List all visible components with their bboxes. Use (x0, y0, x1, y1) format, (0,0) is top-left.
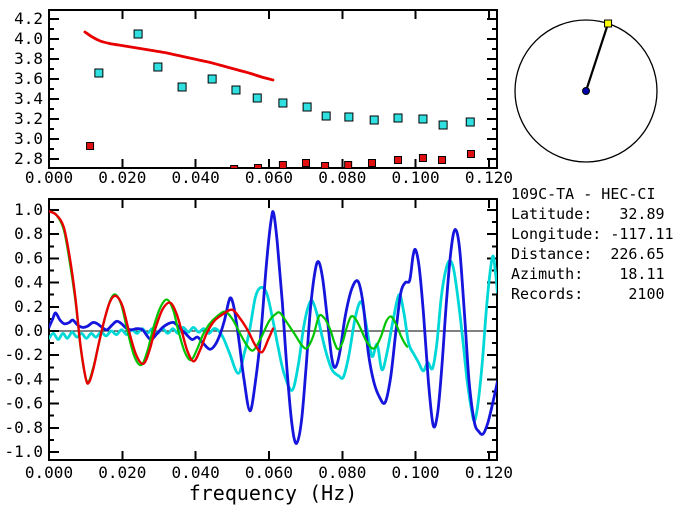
dispersion-cyan-squares-marker (369, 115, 379, 125)
x-tick-label: 0.060 (245, 463, 293, 482)
dial-center-dot (582, 87, 590, 95)
dispersion-red-squares-marker (321, 162, 330, 168)
y-tick-label: 4.2 (14, 9, 43, 28)
station-distance: Distance: 226.65 (511, 245, 665, 263)
y-tick-label: 0.4 (14, 273, 43, 292)
panel-border-1 (48, 198, 498, 461)
y-tick-label: 0.2 (14, 297, 43, 316)
x-tick-label: 0.080 (318, 168, 366, 187)
x-tick-label: 0.040 (172, 168, 220, 187)
dispersion-cyan-squares-marker (153, 62, 163, 72)
dispersion-red-squares-marker (253, 164, 262, 168)
dispersion-cyan-squares-marker (393, 113, 403, 123)
y-tick-label: 0.6 (14, 248, 43, 267)
dispersion-cyan-squares-marker (177, 82, 187, 92)
station-pair-title: 109C-TA - HEC-CI (511, 185, 656, 203)
dispersion-cyan-squares-marker (418, 114, 428, 124)
dispersion-cyan-squares-marker (278, 98, 288, 108)
y-tick-label: -0.6 (4, 394, 43, 413)
dispersion-red-squares-marker (278, 161, 287, 168)
x-axis-title: frequency (Hz) (188, 481, 358, 505)
station-longitude: Longitude: -117.11 (511, 225, 674, 243)
dispersion-cyan-squares-marker (465, 117, 475, 127)
x-tick-label: 0.020 (98, 463, 146, 482)
waveform-red (49, 210, 275, 385)
y-tick-label: 3.0 (14, 129, 43, 148)
y-tick-label: 3.4 (14, 89, 43, 108)
panel-border-0 (48, 9, 498, 169)
x-tick-label: 0.000 (25, 463, 73, 482)
x-tick-label: 0.040 (172, 463, 220, 482)
dispersion-cyan-squares-marker (231, 85, 241, 95)
x-tick-label: 0.100 (392, 463, 440, 482)
azimuth-dial-ring (514, 19, 658, 163)
reference-dispersion-curve (83, 30, 275, 82)
y-tick-label: 3.8 (14, 49, 43, 68)
x-tick-label: 0.000 (25, 168, 73, 187)
x-tick-label: 0.120 (465, 463, 513, 482)
dispersion-red-squares-marker (394, 156, 403, 164)
dispersion-red-squares-marker (438, 156, 447, 164)
y-tick-label: 1.0 (14, 200, 43, 219)
dial-azimuth-marker (604, 19, 613, 28)
station-latitude: Latitude: 32.89 (511, 205, 665, 223)
dispersion-red-squares-marker (86, 142, 95, 150)
dispersion-red-squares-marker (418, 154, 427, 162)
dispersion-red-squares-marker (230, 165, 239, 168)
waveform-cyan (49, 254, 497, 423)
y-tick-label: 3.6 (14, 69, 43, 88)
dispersion-cyan-squares-marker (94, 68, 104, 78)
y-tick-label: 3.2 (14, 109, 43, 128)
waveform-green (49, 210, 409, 384)
waveform-blue (49, 210, 497, 445)
dispersion-red-squares-marker (344, 161, 353, 168)
dispersion-cyan-squares-marker (321, 111, 331, 121)
station-azimuth: Azimuth: 18.11 (511, 265, 665, 283)
y-tick-label: 0.0 (14, 321, 43, 340)
dispersion-red-squares-marker (466, 150, 475, 158)
y-tick-label: 4.0 (14, 29, 43, 48)
x-tick-label: 0.100 (392, 168, 440, 187)
y-tick-label: -0.2 (4, 345, 43, 364)
dispersion-red-squares-marker (367, 159, 376, 167)
dispersion-cyan-squares-marker (252, 93, 262, 103)
x-tick-label: 0.060 (245, 168, 293, 187)
y-tick-label: -0.4 (4, 369, 43, 388)
x-tick-label: 0.020 (98, 168, 146, 187)
x-tick-label: 0.080 (318, 463, 366, 482)
y-tick-label: 2.8 (14, 149, 43, 168)
dispersion-red-squares-marker (301, 159, 310, 167)
azimuth-pointer-line (584, 23, 610, 92)
y-tick-label: -0.8 (4, 418, 43, 437)
dispersion-cyan-squares-marker (133, 29, 143, 39)
y-tick-label: -1.0 (4, 442, 43, 461)
dispersion-cyan-squares-marker (302, 102, 312, 112)
station-records: Records: 2100 (511, 285, 665, 303)
station-info-panel: 109C-TA - HEC-CI Latitude: 32.89 Longitu… (511, 184, 674, 304)
y-tick-label: 0.8 (14, 224, 43, 243)
x-tick-label: 0.120 (465, 168, 513, 187)
dispersion-cyan-squares-marker (344, 112, 354, 122)
dispersion-cyan-squares-marker (207, 74, 217, 84)
dispersion-cyan-squares-marker (438, 120, 448, 130)
